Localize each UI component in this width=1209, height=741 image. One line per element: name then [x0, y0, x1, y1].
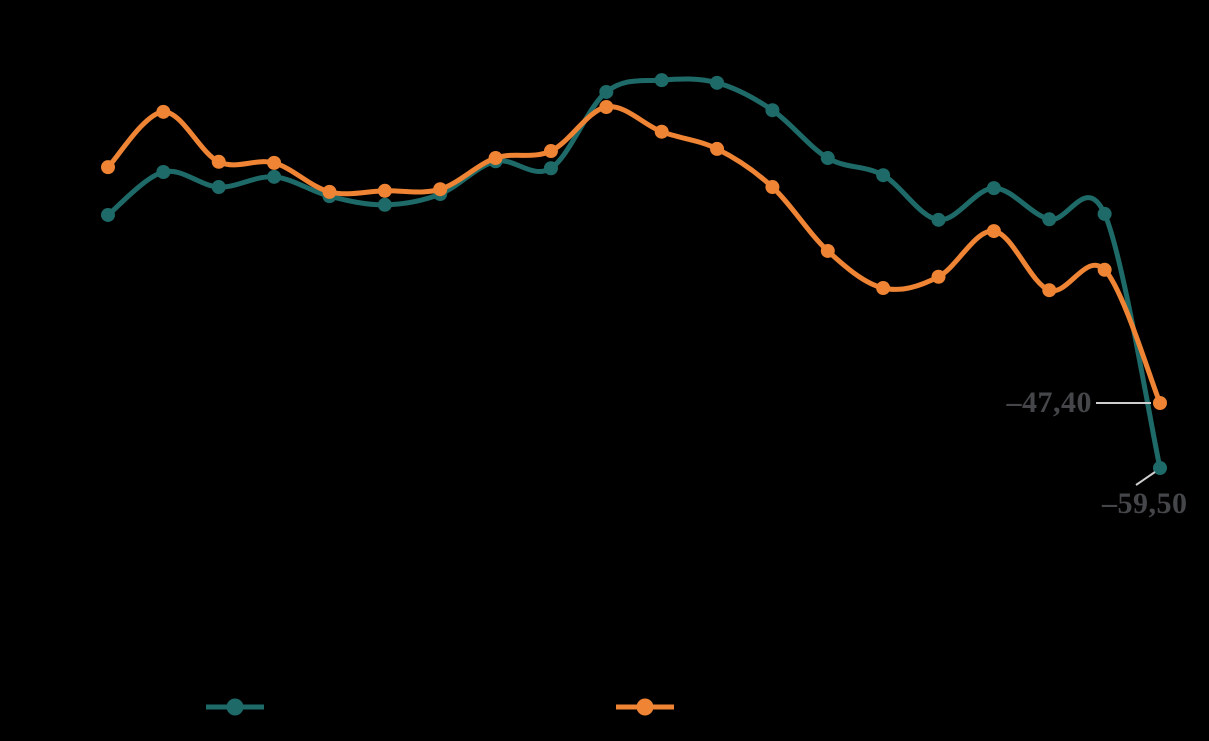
data-point-teal — [1097, 206, 1112, 221]
data-point-teal — [765, 103, 780, 118]
data-point-teal — [543, 161, 558, 176]
leader-line-teal — [1135, 471, 1156, 486]
data-point-orange — [101, 160, 115, 175]
end-value-label-teal: –59,50 — [1102, 487, 1188, 520]
end-value-label-orange: –47,40 — [1006, 386, 1092, 419]
data-point-teal — [599, 84, 614, 99]
data-point-orange — [433, 182, 448, 197]
data-point-teal — [1153, 461, 1167, 476]
data-point-teal — [267, 169, 282, 184]
data-point-orange — [156, 104, 171, 119]
data-point-orange — [211, 154, 226, 169]
data-point-teal — [876, 168, 891, 183]
data-point-orange — [322, 184, 337, 199]
data-point-teal — [377, 197, 392, 212]
data-point-orange — [820, 243, 835, 258]
data-point-orange — [986, 224, 1001, 239]
data-point-orange — [267, 155, 282, 170]
data-point-orange — [654, 124, 669, 139]
data-point-orange — [377, 183, 392, 198]
data-point-teal — [654, 73, 669, 88]
data-point-orange — [1153, 396, 1167, 410]
series-line-orange — [105, 104, 1163, 406]
data-point-teal — [101, 207, 115, 222]
data-point-teal — [931, 212, 946, 227]
data-point-teal — [710, 75, 725, 90]
data-point-orange — [1097, 262, 1112, 277]
data-point-teal — [820, 151, 835, 166]
data-point-orange — [710, 141, 725, 156]
data-point-orange — [488, 151, 503, 166]
data-point-orange — [599, 100, 614, 115]
data-point-teal — [156, 165, 171, 180]
data-point-orange — [765, 180, 780, 195]
series-line-teal — [105, 76, 1163, 471]
data-point-orange — [1042, 283, 1057, 298]
data-point-teal — [986, 181, 1001, 196]
data-point-orange — [543, 144, 558, 159]
data-point-teal — [1042, 212, 1057, 227]
data-point-orange — [931, 269, 946, 284]
data-point-orange — [876, 281, 891, 296]
data-point-teal — [211, 180, 226, 195]
